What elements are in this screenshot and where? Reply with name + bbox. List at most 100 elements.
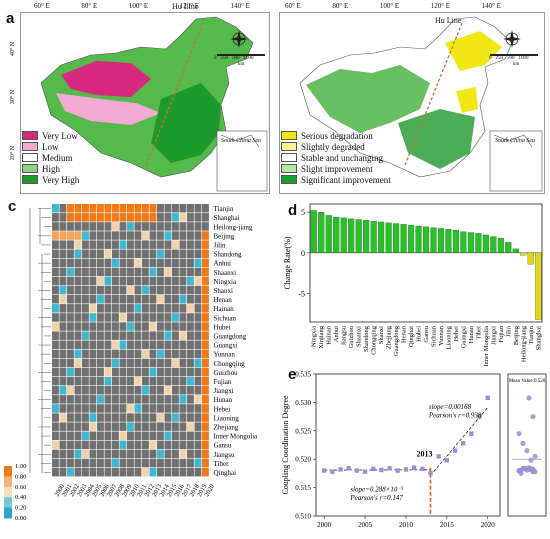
heatmap-cell [187, 468, 194, 477]
data-point [371, 467, 375, 471]
heatmap-cell [187, 377, 194, 386]
y-tick-label: 0.510 [295, 513, 311, 521]
heatmap-cell [82, 413, 89, 422]
province-label: Henan [214, 296, 233, 304]
heatmap-cell [172, 341, 179, 350]
heatmap-cell [180, 386, 187, 395]
heatmap-cell [142, 404, 149, 413]
heatmap-cell [165, 295, 172, 304]
heatmap-cell [150, 422, 157, 431]
heatmap-cell [90, 213, 97, 222]
heatmap-cell [52, 377, 59, 386]
colorbar-tick: 0.40 [15, 494, 26, 501]
bar [498, 238, 504, 253]
heatmap-cell [157, 222, 164, 231]
heatmap-cell [157, 295, 164, 304]
heatmap-cell [97, 377, 104, 386]
province-label: Liaoning [214, 414, 240, 422]
annotation-late-slope: slope=0.00168 [429, 403, 472, 411]
colorbar-segment [4, 497, 12, 508]
heatmap-cell [172, 313, 179, 322]
heatmap-cell [150, 450, 157, 459]
heatmap-cell [60, 377, 67, 386]
x-tick-label: Shaanxi [356, 326, 363, 347]
bar [311, 211, 317, 253]
heatmap-cell [60, 259, 67, 268]
heatmap-cell [202, 413, 209, 422]
colorbar-segment [4, 508, 12, 519]
heatmap-cell [82, 286, 89, 295]
heatmap-cell [180, 341, 187, 350]
province-label: Beijing [214, 232, 235, 240]
legend-item: Very High [22, 174, 79, 185]
heatmap-cell [82, 222, 89, 231]
x-tick-label: Fujian [498, 325, 505, 342]
heatmap-cell [127, 213, 134, 222]
heatmap-cell [112, 468, 119, 477]
heatmap-cell [90, 259, 97, 268]
heatmap-cell [195, 350, 202, 359]
heatmap-cell [127, 359, 134, 368]
bar [438, 228, 444, 252]
heatmap-cell [75, 450, 82, 459]
heatmap-cell [187, 313, 194, 322]
heatmap-cell [112, 441, 119, 450]
heatmap-cell [157, 368, 164, 377]
heatmap-cell [90, 204, 97, 213]
heatmap-cell [67, 359, 74, 368]
heatmap-cell [172, 204, 179, 213]
heatmap-cell [60, 441, 67, 450]
heatmap-cell [105, 331, 112, 340]
province-label: Hubei [214, 323, 231, 331]
heatmap-cell [202, 277, 209, 286]
heatmap-cell [180, 286, 187, 295]
heatmap-cell [202, 231, 209, 240]
heatmap-cell [180, 213, 187, 222]
bar [341, 218, 347, 253]
panel-label-e: e [288, 366, 296, 383]
province-label: Guangxi [214, 342, 238, 350]
heatmap-cell [105, 322, 112, 331]
heatmap-cell [75, 259, 82, 268]
heatmap-cell [112, 377, 119, 386]
heatmap-cell [90, 450, 97, 459]
heatmap-cell [60, 386, 67, 395]
heatmap-cell [97, 259, 104, 268]
heatmap-cell [112, 240, 119, 249]
heatmap-cell [157, 459, 164, 468]
heatmap-cell [105, 295, 112, 304]
lon-tick: 60° E [34, 2, 50, 10]
x-tick-label: Hebei [453, 326, 460, 342]
heatmap-cell [120, 295, 127, 304]
side-point [518, 471, 523, 476]
scale-tick: 250 [496, 56, 504, 61]
legend-label: Medium [42, 153, 73, 163]
x-tick-label: Xinjiang [318, 325, 325, 348]
heatmap-cell [142, 222, 149, 231]
heatmap-cell [127, 468, 134, 477]
heatmap-cell [172, 213, 179, 222]
heatmap-cell [52, 240, 59, 249]
heatmap-cell [97, 386, 104, 395]
heatmap-cell [97, 331, 104, 340]
legend-label: Serious degradation [301, 131, 373, 141]
heatmap-cell [97, 368, 104, 377]
heatmap-cell [90, 268, 97, 277]
heatmap-cell [180, 277, 187, 286]
heatmap-cell [135, 331, 142, 340]
heatmap-cell [112, 450, 119, 459]
heatmap-cell [82, 331, 89, 340]
heatmap-cell [135, 350, 142, 359]
heatmap-cell [150, 231, 157, 240]
x-tick-label: Jilin [505, 325, 512, 337]
heatmap-cell [150, 350, 157, 359]
x-tick-label: Hainan [326, 325, 333, 345]
heatmap-cell [120, 268, 127, 277]
heatmap-cell [157, 250, 164, 259]
heatmap-cell [52, 322, 59, 331]
scale-tick: 250 [221, 56, 229, 61]
heatmap-cell [75, 295, 82, 304]
heatmap-cell [172, 413, 179, 422]
heatmap-cell [172, 322, 179, 331]
bar [408, 225, 414, 253]
